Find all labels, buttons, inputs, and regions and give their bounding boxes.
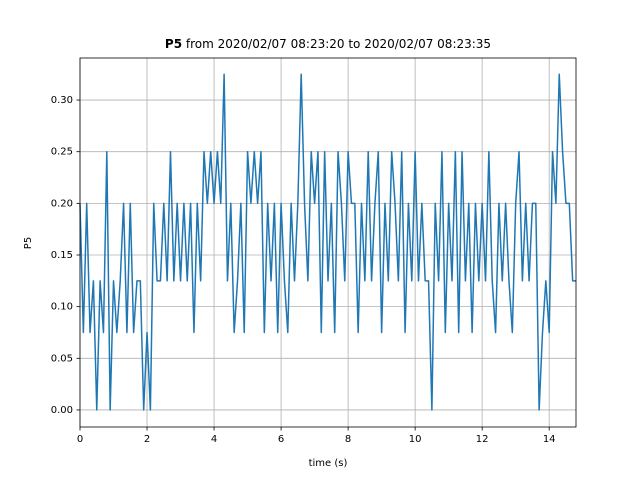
title-bold: P5 <box>165 37 182 51</box>
y-tick-label: 0.25 <box>51 147 73 158</box>
x-tick-label: 6 <box>278 434 284 445</box>
y-tick-label: 0.20 <box>51 198 73 209</box>
y-tick-label: 0.30 <box>51 95 73 106</box>
x-tick-label: 4 <box>211 434 217 445</box>
x-tick-label: 8 <box>345 434 351 445</box>
title-rest: from 2020/02/07 08:23:20 to 2020/02/07 0… <box>186 37 491 51</box>
x-tick-label: 2 <box>144 434 150 445</box>
x-tick-label: 0 <box>77 434 83 445</box>
data-line <box>79 73 576 411</box>
y-axis-label: P5 <box>23 237 34 249</box>
x-axis-label: time (s) <box>309 458 348 469</box>
y-tick-label: 0.05 <box>51 353 73 364</box>
y-tick-label: 0.10 <box>51 302 73 313</box>
x-tick-label: 10 <box>409 434 422 445</box>
x-tick-label: 12 <box>476 434 489 445</box>
y-tick-label: 0.15 <box>51 250 73 261</box>
y-tick-label: 0.00 <box>51 405 73 416</box>
chart-title: P5 from 2020/02/07 08:23:20 to 2020/02/0… <box>165 37 491 51</box>
x-tick-label: 14 <box>543 434 556 445</box>
plot-frame <box>79 57 577 428</box>
